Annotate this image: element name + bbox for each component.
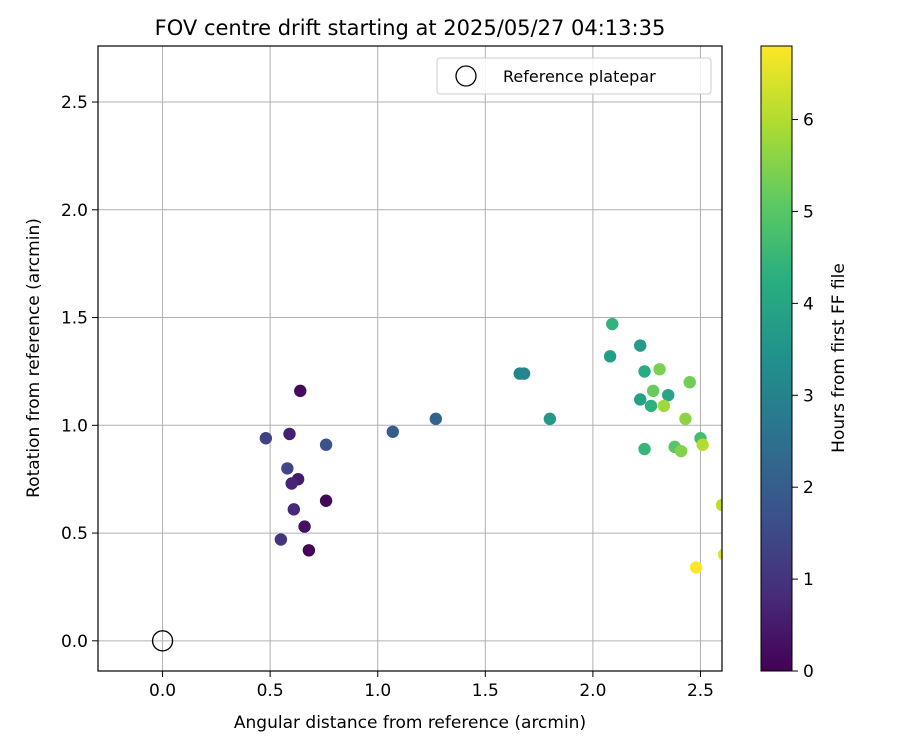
y-tick-label: 0.0 bbox=[61, 632, 88, 652]
data-point bbox=[657, 399, 671, 413]
x-tick-label: 0.5 bbox=[257, 681, 284, 701]
y-tick-label: 2.0 bbox=[61, 201, 88, 221]
colorbar-tick-label: 3 bbox=[803, 386, 814, 406]
data-point bbox=[429, 412, 443, 426]
data-points bbox=[259, 317, 722, 574]
data-point bbox=[319, 494, 333, 507]
colorbar-label: Hours from first FF file bbox=[829, 263, 849, 453]
data-point bbox=[689, 561, 703, 574]
plot-frame bbox=[97, 45, 723, 672]
data-point bbox=[638, 365, 651, 378]
data-point bbox=[319, 438, 333, 451]
data-point bbox=[287, 503, 301, 516]
data-point bbox=[281, 462, 294, 475]
data-point bbox=[646, 384, 660, 398]
data-point bbox=[638, 442, 651, 456]
data-point bbox=[259, 432, 273, 445]
x-tick-label: 0.0 bbox=[149, 681, 176, 701]
x-tick-label: 1.0 bbox=[364, 681, 391, 701]
x-axis-label: Angular distance from reference (arcmin) bbox=[234, 713, 586, 733]
data-point bbox=[386, 425, 399, 438]
reference-platepar-marker bbox=[151, 630, 174, 652]
colorbar-tick-label: 2 bbox=[803, 478, 814, 498]
colorbar-tick-label: 1 bbox=[803, 570, 814, 590]
colorbar-tick-label: 6 bbox=[803, 111, 814, 131]
data-point bbox=[543, 412, 557, 426]
y-tick-label: 0.5 bbox=[61, 524, 88, 544]
data-point bbox=[634, 393, 647, 406]
y-axis-label: Rotation from reference (arcmin) bbox=[24, 218, 44, 498]
y-tick-label: 1.5 bbox=[61, 309, 88, 329]
data-point bbox=[298, 520, 311, 533]
data-point bbox=[662, 388, 675, 402]
data-point bbox=[274, 533, 288, 546]
data-point bbox=[696, 438, 709, 451]
colorbar-tick-label: 5 bbox=[803, 202, 814, 222]
data-point bbox=[302, 544, 316, 557]
legend-marker-open-circle bbox=[455, 65, 477, 87]
colorbar-ticks: 0 1 2 3 4 5 6 bbox=[792, 111, 814, 682]
colorbar-tick-label: 0 bbox=[803, 662, 814, 682]
x-axis-ticks: 0.0 0.5 1.0 1.5 2.0 2.5 bbox=[149, 671, 714, 701]
data-point bbox=[715, 498, 722, 512]
data-point bbox=[717, 548, 722, 561]
legend-entry-label: Reference platepar bbox=[503, 67, 656, 86]
data-point bbox=[653, 363, 666, 376]
data-point bbox=[603, 350, 617, 363]
legend: Reference platepar bbox=[436, 57, 712, 95]
grid-lines bbox=[98, 46, 722, 671]
chart-title: FOV centre drift starting at 2025/05/27 … bbox=[155, 16, 666, 40]
data-point bbox=[283, 427, 296, 441]
data-point bbox=[294, 384, 307, 398]
data-point bbox=[517, 367, 531, 380]
data-point bbox=[683, 376, 696, 389]
data-point bbox=[679, 412, 692, 426]
x-tick-label: 1.5 bbox=[472, 681, 499, 701]
data-point bbox=[606, 317, 619, 331]
y-tick-label: 1.0 bbox=[61, 416, 88, 436]
data-point bbox=[674, 444, 688, 458]
legend-box bbox=[436, 57, 712, 95]
colorbar-gradient bbox=[760, 45, 793, 672]
x-tick-label: 2.5 bbox=[687, 681, 714, 701]
colorbar-tick-label: 4 bbox=[803, 294, 814, 314]
y-tick-label: 2.5 bbox=[61, 93, 88, 113]
reference-marker-layer bbox=[151, 630, 174, 652]
data-point bbox=[285, 477, 298, 490]
colorbar: 0 1 2 3 4 5 6 Hours from first FF file bbox=[760, 45, 849, 682]
data-point bbox=[634, 339, 647, 352]
data-point bbox=[644, 399, 658, 413]
x-tick-label: 2.0 bbox=[579, 681, 606, 701]
y-axis-ticks: 0.0 0.5 1.0 1.5 2.0 2.5 bbox=[61, 93, 98, 652]
